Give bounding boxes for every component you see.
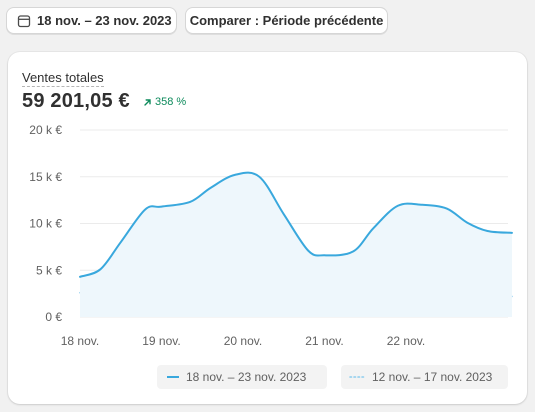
legend-solid-line-icon <box>167 376 179 378</box>
y-tick-label: 10 k € <box>29 217 62 231</box>
compare-period-button[interactable]: Comparer : Période précédente <box>185 7 388 34</box>
metric-label[interactable]: Ventes totales <box>22 70 104 87</box>
sales-chart: 0 € 5 k € 10 k € 15 k € 20 k € 18 nov. 19 nov.… <box>29 123 513 348</box>
compare-label: Comparer : Période précédente <box>189 13 384 28</box>
y-tick-label: 15 k € <box>29 170 62 184</box>
sales-card: Ventes totales 59 201,05 € 358 % 0 € 5 k … <box>8 52 527 404</box>
x-tick-label: 19 nov. <box>142 334 180 348</box>
y-tick-label: 0 € <box>45 310 62 324</box>
y-tick-label: 5 k € <box>36 263 62 277</box>
x-tick-label: 18 nov. <box>61 334 99 348</box>
legend-current-label: 18 nov. – 23 nov. 2023 <box>186 370 307 384</box>
calendar-icon <box>17 14 31 28</box>
x-tick-label: 21 nov. <box>305 334 343 348</box>
y-tick-label: 20 k € <box>29 123 62 137</box>
current-period-area <box>80 172 512 317</box>
legend-current-period[interactable]: 18 nov. – 23 nov. 2023 <box>157 365 327 389</box>
legend-dotted-line-icon <box>349 376 365 378</box>
x-tick-label: 20 nov. <box>224 334 262 348</box>
x-tick-label: 22 nov. <box>387 334 425 348</box>
arrow-up-right-icon <box>144 98 151 106</box>
metric-value: 59 201,05 € <box>22 90 130 112</box>
date-range-label: 18 nov. – 23 nov. 2023 <box>37 13 172 28</box>
date-range-button[interactable]: 18 nov. – 23 nov. 2023 <box>6 7 177 34</box>
metric-change-badge: 358 % <box>143 96 186 108</box>
legend-previous-label: 12 nov. – 17 nov. 2023 <box>372 370 493 384</box>
current-period-line <box>79 171 513 278</box>
legend-previous-period[interactable]: 12 nov. – 17 nov. 2023 <box>341 365 508 389</box>
metric-change-value: 358 % <box>155 96 187 108</box>
